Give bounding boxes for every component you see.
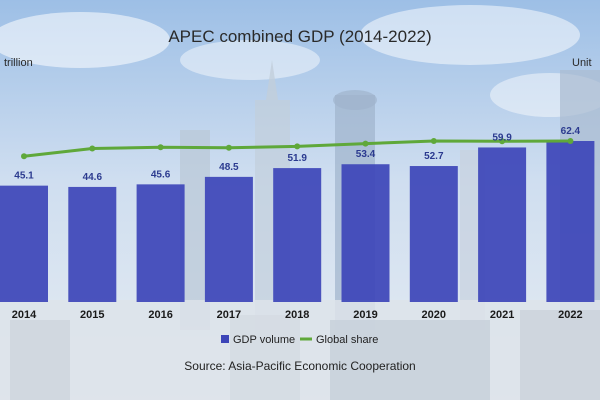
bar-value-label-2021: 59.9	[492, 132, 512, 143]
x-tick-2015: 2015	[80, 309, 104, 321]
bar-value-label-2015: 44.6	[83, 172, 103, 183]
x-axis-ticks: 2014 2015 2016 2017 2018 2019 2020 2021 2022	[12, 309, 583, 321]
bar-2022	[546, 141, 595, 302]
unit-label-right: Unit	[572, 57, 592, 69]
global-share-point-2017	[225, 144, 232, 151]
bar-value-label-2014: 45.1	[14, 171, 34, 182]
bar-2019	[341, 164, 390, 302]
x-tick-2018: 2018	[285, 309, 309, 321]
bar-2014	[0, 185, 48, 302]
bar-2017	[204, 176, 253, 302]
legend-label-share: Global share	[316, 334, 378, 346]
bar-2021	[478, 147, 527, 302]
global-share-point-2021	[499, 138, 506, 145]
bar-value-label-2017: 48.5	[219, 162, 239, 173]
global-share-point-2019	[362, 140, 369, 147]
legend-label-gdp: GDP volume	[233, 334, 295, 346]
x-tick-2016: 2016	[148, 309, 172, 321]
bars-layer	[0, 141, 595, 302]
global-share-point-2014	[21, 153, 27, 160]
bar-2020	[409, 166, 458, 302]
bar-value-label-2019: 53.4	[356, 149, 376, 160]
global-share-point-2022	[567, 138, 574, 145]
bar-value-label-2016: 45.6	[151, 169, 171, 180]
x-tick-2022: 2022	[558, 309, 582, 321]
global-share-point-2018	[294, 143, 301, 150]
labels-layer: 45.1 44.6 45.6 48.5 51.9 53.4 52.7 59.9 62.4	[14, 126, 580, 183]
source-note: Source: Asia-Pacific Economic Cooperatio…	[184, 359, 415, 373]
global-share-point-2020	[430, 138, 437, 145]
chart-title: APEC combined GDP (2014-2022)	[168, 27, 431, 46]
bar-value-label-2022: 62.4	[561, 126, 581, 137]
x-tick-2017: 2017	[217, 309, 241, 321]
bar-2015	[68, 186, 117, 302]
bar-2016	[136, 184, 185, 302]
legend-swatch-gdp	[221, 335, 229, 343]
x-tick-2014: 2014	[12, 309, 37, 321]
global-share-point-2016	[157, 144, 164, 151]
line-layer	[21, 138, 574, 160]
bar-value-label-2018: 51.9	[287, 153, 307, 164]
bar-value-label-2020: 52.7	[424, 151, 444, 162]
x-tick-2019: 2019	[353, 309, 377, 321]
global-share-point-2015	[89, 145, 96, 152]
bar-2018	[273, 168, 322, 302]
x-tick-2021: 2021	[490, 309, 514, 321]
unit-label-left: trillion	[4, 57, 33, 69]
legend: GDP volume Global share	[221, 334, 378, 346]
x-tick-2020: 2020	[422, 309, 446, 321]
